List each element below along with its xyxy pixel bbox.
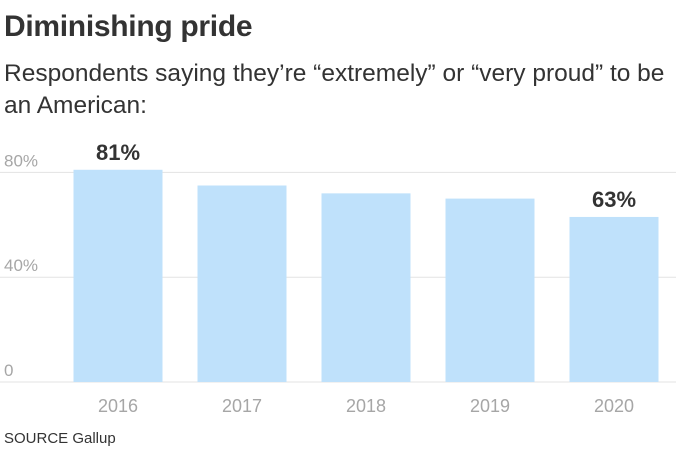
bar-2019 <box>445 198 535 382</box>
data-label: 81% <box>96 140 140 165</box>
bar-chart: 0 40% 80% 2016 81% 2017 2018 2019 2020 63% <box>0 140 676 416</box>
x-tick-label: 2018 <box>346 396 386 416</box>
x-tick-label: 2019 <box>470 396 510 416</box>
chart-subtitle: Respondents saying they’re “extremely” o… <box>4 60 665 119</box>
chart-title: Diminishing pride <box>4 10 253 43</box>
source-note: SOURCE Gallup <box>4 430 116 447</box>
data-label: 63% <box>592 187 636 212</box>
bar-2018 <box>321 193 411 382</box>
x-tick-label: 2020 <box>594 396 634 416</box>
bar-2017 <box>197 185 287 382</box>
bar-2020 <box>569 216 659 382</box>
bars <box>73 169 659 382</box>
y-tick-label: 0 <box>4 361 13 380</box>
x-tick-label: 2016 <box>98 396 138 416</box>
x-tick-label: 2017 <box>222 396 262 416</box>
y-tick-label: 40% <box>4 256 38 275</box>
labels: 0 40% 80% 2016 81% 2017 2018 2019 2020 63% <box>4 140 636 416</box>
y-tick-label: 80% <box>4 151 38 170</box>
bar-2016 <box>73 169 163 382</box>
